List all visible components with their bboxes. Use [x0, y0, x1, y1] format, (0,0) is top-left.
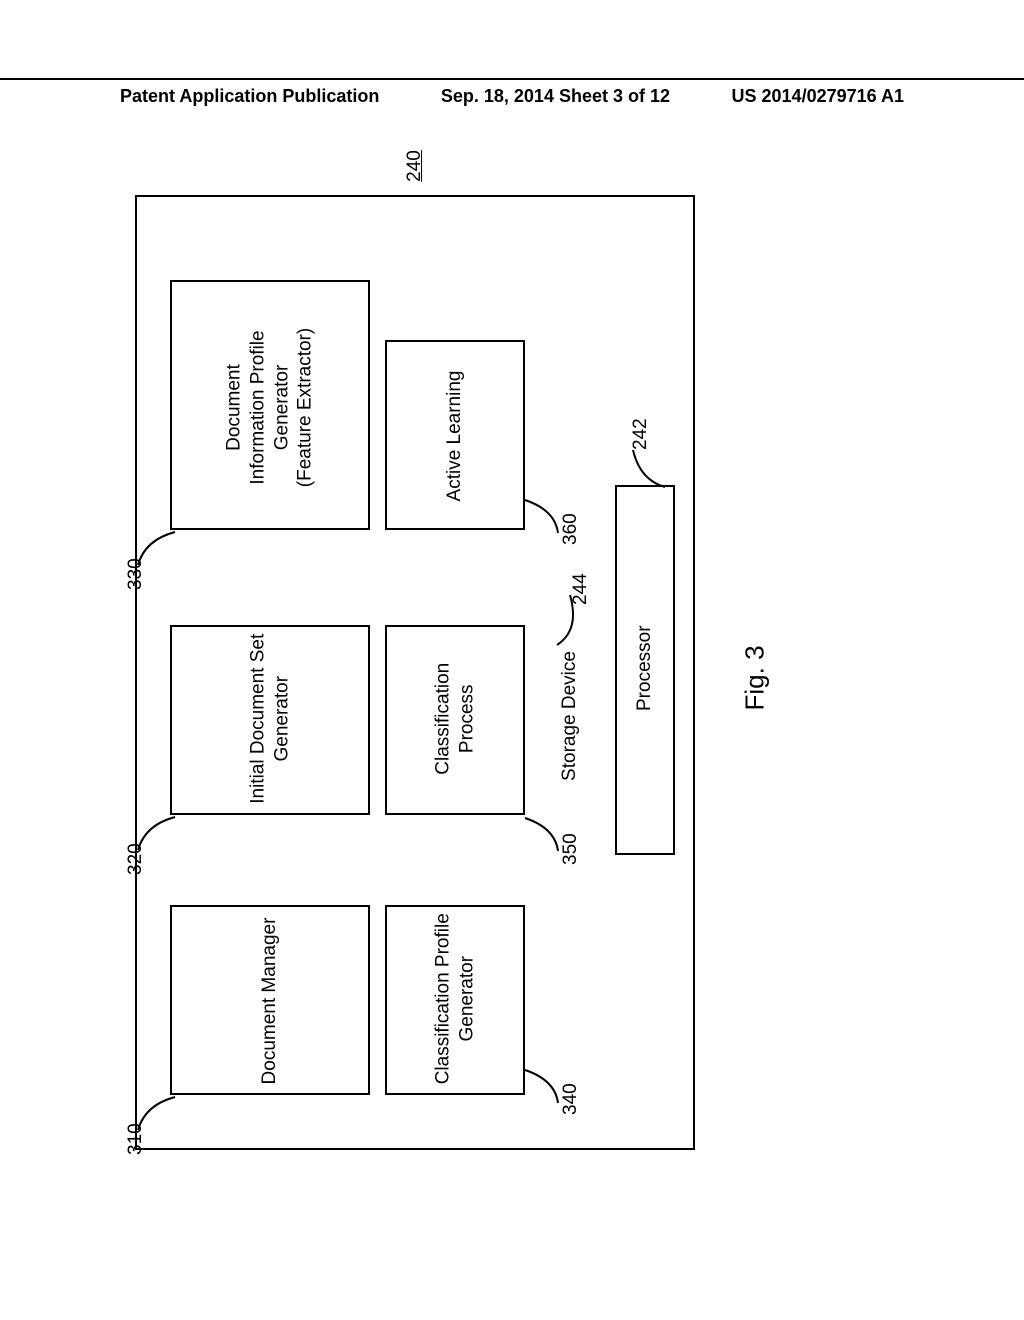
- class-process-line1: Classification: [432, 663, 453, 775]
- lead-340: [520, 1065, 570, 1120]
- lead-320: [130, 815, 180, 875]
- class-profile-label: Classification Profile Generator: [431, 909, 479, 1089]
- doc-info-line3: Generator: [271, 365, 292, 451]
- storage-label: Storage Device: [559, 646, 581, 786]
- header-row: Patent Application Publication Sep. 18, …: [0, 86, 1024, 107]
- header-right: US 2014/0279716 A1: [732, 86, 904, 107]
- outer-ref: 240: [404, 131, 426, 201]
- page: Patent Application Publication Sep. 18, …: [0, 0, 1024, 1320]
- lead-244: [555, 590, 595, 650]
- lead-330: [130, 530, 180, 590]
- init-docset-line2: Generator: [271, 676, 292, 762]
- active-learning-label: Active Learning: [444, 366, 466, 506]
- class-profile-line2: Generator: [456, 956, 477, 1042]
- page-header: Patent Application Publication Sep. 18, …: [0, 78, 1024, 107]
- doc-info-label: Document Information Profile Generator (…: [223, 318, 318, 498]
- lead-360: [520, 495, 570, 550]
- doc-manager-label: Document Manager: [259, 911, 281, 1091]
- figure-area: 240 Document Manager Initial Document Se…: [135, 195, 885, 1155]
- header-left: Patent Application Publication: [120, 86, 379, 107]
- lead-242: [625, 445, 675, 495]
- doc-info-line1: Document: [224, 364, 245, 451]
- processor-label: Processor: [634, 631, 656, 711]
- lead-310: [130, 1095, 180, 1155]
- figure-caption: Fig. 3: [740, 631, 771, 711]
- class-profile-line1: Classification Profile: [432, 913, 453, 1084]
- doc-info-line4: (Feature Extractor): [295, 328, 316, 487]
- class-process-line2: Process: [456, 684, 477, 753]
- init-docset-line1: Initial Document Set: [247, 634, 268, 804]
- class-process-label: Classification Process: [431, 654, 479, 784]
- init-docset-label: Initial Document Set Generator: [246, 629, 294, 809]
- lead-350: [520, 813, 570, 868]
- header-center: Sep. 18, 2014 Sheet 3 of 12: [441, 86, 670, 107]
- doc-info-line2: Information Profile: [247, 330, 268, 484]
